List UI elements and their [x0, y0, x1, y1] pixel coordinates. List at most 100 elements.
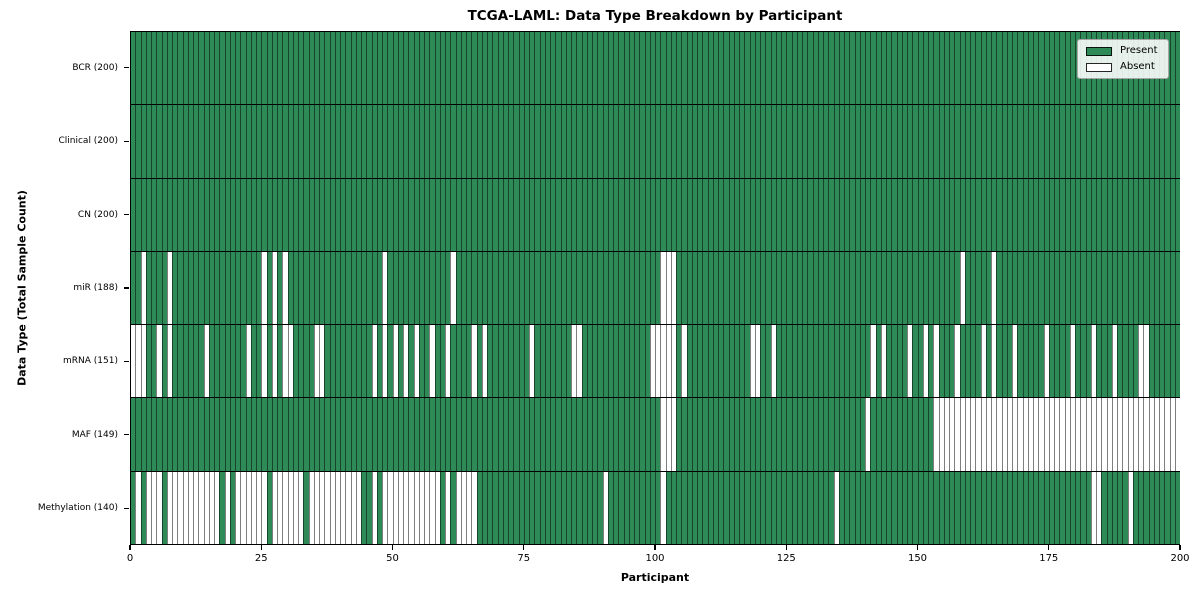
participant-cell: [424, 398, 430, 471]
participant-cell: [329, 178, 335, 251]
participant-cell: [1075, 325, 1081, 398]
participant-cell: [975, 178, 981, 251]
participant-cell: [1096, 471, 1102, 544]
participant-cell: [408, 325, 414, 398]
participant-cell: [796, 325, 802, 398]
participant-cell: [807, 398, 813, 471]
participant-cell: [1101, 105, 1107, 178]
participant-cell: [445, 325, 451, 398]
participant-cell: [329, 398, 335, 471]
participant-cell: [796, 471, 802, 544]
participant-cell: [602, 471, 608, 544]
participant-cell: [308, 471, 314, 544]
participant-cell: [849, 178, 855, 251]
participant-cell: [1090, 105, 1096, 178]
participant-cell: [975, 32, 981, 105]
participant-cell: [775, 251, 781, 325]
participant-cell: [235, 178, 241, 251]
participant-cell: [1164, 105, 1170, 178]
participant-cell: [686, 178, 692, 251]
participant-cell: [1069, 251, 1075, 325]
participant-cell: [796, 251, 802, 325]
participant-cell: [959, 105, 965, 178]
participant-cell: [1159, 325, 1165, 398]
participant-cell: [1153, 178, 1159, 251]
participant-cell: [639, 471, 645, 544]
participant-cell: [340, 178, 346, 251]
participant-cell: [1080, 178, 1086, 251]
participant-cell: [187, 105, 193, 178]
participant-cell: [303, 178, 309, 251]
participant-cell: [922, 178, 928, 251]
participant-cell: [1038, 32, 1044, 105]
participant-cell: [1033, 105, 1039, 178]
participant-cell: [523, 178, 529, 251]
participant-cell: [539, 325, 545, 398]
participant-cell: [1096, 251, 1102, 325]
participant-cell: [1138, 471, 1144, 544]
participant-cell: [723, 178, 729, 251]
participant-cell: [334, 251, 340, 325]
participant-cell: [523, 325, 529, 398]
participant-cell: [1064, 178, 1070, 251]
participant-cell: [660, 398, 666, 471]
data-type-row-MAF: [131, 398, 1180, 472]
participant-cell: [319, 105, 325, 178]
participant-cell: [1111, 178, 1117, 251]
participant-cell: [1106, 398, 1112, 471]
participant-cell: [135, 251, 141, 325]
x-tick-mark: [1179, 545, 1181, 550]
participant-cell: [224, 105, 230, 178]
participant-cell: [439, 32, 445, 105]
participant-cell: [581, 105, 587, 178]
participant-cell: [555, 325, 561, 398]
participant-cell: [131, 105, 136, 178]
participant-cell: [781, 398, 787, 471]
participant-cell: [1075, 398, 1081, 471]
participant-cell: [261, 178, 267, 251]
participant-cell: [161, 398, 167, 471]
participant-cell: [497, 325, 503, 398]
participant-cell: [1054, 325, 1060, 398]
participant-cell: [1127, 325, 1133, 398]
participant-cell: [151, 471, 157, 544]
participant-cell: [329, 251, 335, 325]
participant-cell: [131, 471, 136, 544]
participant-cell: [744, 471, 750, 544]
participant-cell: [749, 32, 755, 105]
participant-cell: [1054, 471, 1060, 544]
participant-cell: [193, 105, 199, 178]
participant-cell: [161, 178, 167, 251]
participant-cell: [1001, 105, 1007, 178]
participant-cell: [340, 325, 346, 398]
participant-cell: [513, 398, 519, 471]
participant-cell: [203, 325, 209, 398]
participant-cell: [775, 105, 781, 178]
participant-cell: [1117, 251, 1123, 325]
participant-cell: [1090, 251, 1096, 325]
participant-cell: [1138, 178, 1144, 251]
participant-cell: [970, 398, 976, 471]
participant-cell: [235, 325, 241, 398]
participant-cell: [859, 105, 865, 178]
participant-cell: [508, 325, 514, 398]
participant-cell: [235, 32, 241, 105]
participant-cell: [581, 471, 587, 544]
participant-cell: [1048, 105, 1054, 178]
participant-cell: [571, 105, 577, 178]
participant-cell: [938, 398, 944, 471]
participant-cell: [387, 398, 393, 471]
participant-cell: [1132, 471, 1138, 544]
participant-cell: [303, 325, 309, 398]
participant-cell: [429, 32, 435, 105]
x-tick-label: 150: [907, 553, 928, 564]
participant-cell: [1132, 105, 1138, 178]
participant-cell: [844, 471, 850, 544]
participant-cell: [366, 32, 372, 105]
participant-cell: [938, 178, 944, 251]
x-axis-label: Participant: [620, 571, 690, 584]
participant-cell: [817, 105, 823, 178]
participant-cell: [345, 398, 351, 471]
participant-cell: [844, 178, 850, 251]
participant-cell: [980, 471, 986, 544]
